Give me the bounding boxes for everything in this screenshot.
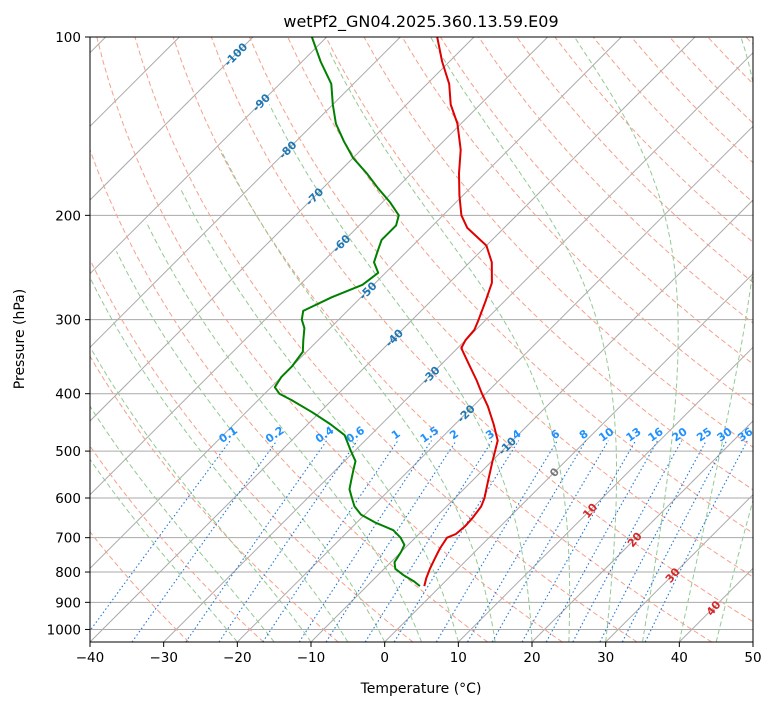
background-lines [90,37,753,642]
y-tick-label: 100 [55,30,81,46]
axes: −40 −30 −20 −10 0 10 20 30 40 50 100 200 300 400 500 60… [47,30,762,666]
dry-adiabat-line [172,37,712,642]
dry-adiabat-line [90,148,488,642]
moist-adiabat-line [574,37,679,642]
mixing-ratio-line [185,440,328,642]
x-tick-label: −10 [297,650,326,666]
temperature-profile-line [423,37,499,587]
moist-adiabat-line [715,498,753,642]
moist-adiabat-line [220,149,496,642]
dry-adiabat-line [210,37,753,623]
isotherm-line [457,346,753,642]
x-tick-label: −20 [223,650,252,666]
isotherm-line [90,37,328,275]
profile-series [273,37,499,587]
y-axis-title: Pressure (hPa) [12,289,28,389]
isotherm-line [90,37,475,422]
moist-adiabat-line [115,251,386,642]
y-tick-label: 700 [55,531,81,547]
y-tick-label: 200 [55,208,81,224]
isotherm-line [236,125,753,642]
isotherm-line [384,272,753,642]
x-tick-label: 10 [450,650,467,666]
dry-adiabat-line [134,37,638,642]
mixing-ratio-line [491,440,609,642]
x-tick-label: −30 [149,650,178,666]
mixing-ratio-line [545,440,659,642]
mixing-ratio-line [262,440,399,642]
dry-adiabat-line [90,531,190,642]
x-tick-label: 0 [380,650,389,666]
mixing-ratio-line [644,440,748,642]
x-axis-title: Temperature (°C) [360,681,482,697]
moist-adiabat-line [268,104,533,642]
mixing-ratio-line [364,440,493,642]
y-tick-label: 600 [55,491,81,507]
y-tick-label: 800 [55,565,81,581]
y-tick-label: 500 [55,444,81,460]
dry-adiabat-line [90,355,339,642]
moist-adiabat-line [90,458,238,642]
moist-adiabat-line [90,345,312,642]
mixing-ratio-line [325,440,457,642]
isotherm-line [531,420,753,642]
moist-adiabat-line [678,37,753,642]
x-tick-label: 50 [744,650,761,666]
moist-adiabat-line [145,221,422,642]
moist-adiabat-line [179,187,459,642]
mixing-ratio-line [393,440,520,642]
mixing-ratio-line [435,440,558,642]
x-tick-label: 40 [671,650,688,666]
y-tick-label: 400 [55,387,81,403]
mixing-ratio-line [467,440,587,642]
dry-adiabat-line [401,37,753,406]
moist-adiabat-line [430,37,617,642]
x-tick-label: 30 [597,650,614,666]
isotherm-line [605,493,753,642]
dry-adiabat-line [439,37,753,365]
isotherm-line [310,199,753,642]
isotherm-line [90,37,254,201]
y-tick-label: 900 [55,595,81,611]
dry-adiabat-line [325,37,753,491]
moist-adiabat-line [90,277,349,642]
isotherm-line [90,37,549,496]
plot-frame [89,36,754,643]
isotherm-line [90,37,622,570]
dry-adiabat-line [249,37,753,578]
mixing-ratio-line [572,440,683,642]
moist-adiabat-line [328,49,571,642]
dewpoint-profile-line [273,37,421,587]
mixing-ratio-line [90,440,231,632]
y-tick-label: 1000 [47,622,81,638]
dry-adiabat-line [90,258,414,642]
mixing-ratio-line [521,440,637,642]
mixing-ratio-line [131,440,278,642]
dry-adiabat-line [96,37,563,642]
x-tick-label: −40 [76,650,105,666]
moist-adiabat-line [90,405,275,642]
mixing-ratio-line [298,440,432,642]
x-tick-label: 20 [523,650,540,666]
dry-adiabat-line [90,445,264,642]
y-tick-label: 300 [55,313,81,329]
chart-title: wetPf2_GN04.2025.360.13.59.E09 [283,12,558,32]
